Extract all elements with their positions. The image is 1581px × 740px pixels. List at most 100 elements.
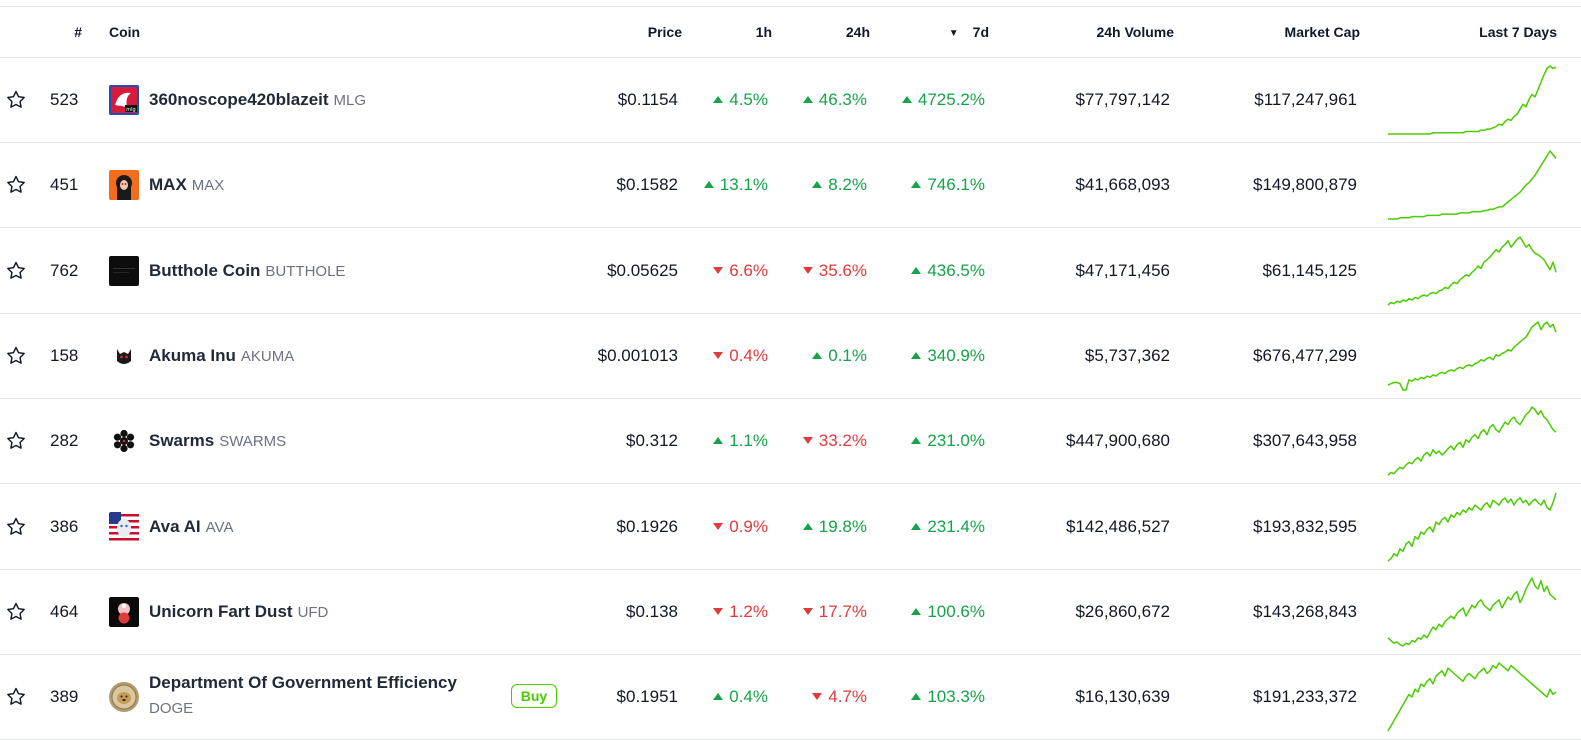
star-icon[interactable]: [5, 345, 27, 367]
sparkline-line: [1387, 662, 1557, 732]
sparkline-chart[interactable]: [1386, 318, 1558, 393]
change-7d-cell: 436.5%: [880, 228, 985, 313]
sparkline-chart[interactable]: [1386, 233, 1558, 308]
change-value: 103.3%: [927, 687, 985, 707]
max-logo-icon[interactable]: [109, 170, 139, 201]
change-24h-cell: 46.3%: [780, 57, 867, 142]
coin-symbol: DOGE: [149, 700, 194, 718]
header-coin[interactable]: Coin: [109, 24, 141, 40]
table-row-butthole[interactable]: 762 Butthole Coin BUTTHOLE $0.05625 6.6% …: [0, 228, 1581, 314]
star-icon[interactable]: [5, 516, 27, 538]
coin-name: Unicorn Fart Dust: [149, 601, 293, 621]
coin-symbol: BUTTHOLE: [265, 262, 346, 280]
header-24h-volume[interactable]: 24h Volume: [1096, 24, 1174, 40]
doge-logo-icon[interactable]: [109, 682, 139, 713]
sparkline-chart[interactable]: [1386, 489, 1558, 564]
header-price[interactable]: Price: [647, 24, 682, 40]
change-value: 8.2%: [828, 175, 867, 195]
ufd-logo-icon[interactable]: [109, 596, 139, 627]
change-value: 231.4%: [927, 516, 985, 536]
change-7d-cell: 103.3%: [880, 654, 985, 739]
change-value: 0.9%: [729, 516, 768, 536]
change-value: 0.1%: [828, 345, 867, 365]
star-icon[interactable]: [5, 260, 27, 282]
header-market-cap[interactable]: Market Cap: [1284, 24, 1360, 40]
coin-name-link[interactable]: 360noscope420blazeit MLG: [149, 57, 366, 142]
table-row-akuma[interactable]: 158 Akuma Inu AKUMA $0.001013 0.4% 0.1% 3…: [0, 313, 1581, 399]
table-row-swarms[interactable]: 282 Swarms SWARMS $0.312 1.1% 33.2% 231.0…: [0, 398, 1581, 485]
akuma-logo-icon[interactable]: [109, 340, 139, 371]
rank-cell: 386: [50, 516, 79, 536]
caret-up-icon: [812, 181, 823, 189]
sparkline-line: [1387, 577, 1557, 647]
sparkline-chart[interactable]: [1386, 574, 1558, 649]
coin-name-link[interactable]: Akuma Inu AKUMA: [149, 313, 294, 398]
mlg-logo-icon[interactable]: mlg: [109, 85, 139, 115]
change-value: 35.6%: [818, 260, 867, 280]
market-cap-cell: $307,643,958: [1253, 431, 1357, 451]
change-24h-cell: 0.1%: [780, 313, 867, 398]
change-1h-cell: 0.9%: [690, 484, 768, 569]
coin-name-link[interactable]: Ava AI AVA: [149, 484, 233, 569]
sparkline-chart[interactable]: [1386, 147, 1558, 222]
star-icon[interactable]: [5, 686, 27, 708]
table-row-ufd[interactable]: 464 Unicorn Fart Dust UFD $0.138 1.2% 17.…: [0, 569, 1581, 655]
coin-name-link[interactable]: Swarms SWARMS: [149, 398, 286, 483]
change-value: 13.1%: [719, 175, 768, 195]
header-7d[interactable]: ▼ 7d: [880, 7, 989, 57]
caret-up-icon: [901, 96, 912, 103]
change-1h-cell: 4.5%: [690, 57, 768, 142]
rank-cell: 464: [50, 601, 79, 621]
sparkline-line: [1388, 65, 1557, 135]
change-24h-cell: 33.2%: [780, 398, 867, 483]
change-value: 4725.2%: [917, 90, 985, 109]
market-cap-cell: $117,247,961: [1254, 90, 1357, 109]
coin-symbol: MLG: [333, 92, 367, 109]
header-rank[interactable]: #: [74, 24, 82, 40]
table-row-ava[interactable]: 386 Ava AI AVA $0.1926 0.9% 19.8% 231.4% …: [0, 484, 1581, 570]
swarms-logo-icon[interactable]: [109, 426, 139, 457]
caret-down-icon: [713, 266, 724, 274]
butthole-logo-icon[interactable]: [109, 255, 139, 286]
price-cell: $0.1154: [617, 90, 678, 109]
coin-name: Ava AI: [149, 516, 201, 536]
header-1h[interactable]: 1h: [755, 24, 772, 40]
volume-cell: $26,860,672: [1075, 601, 1170, 621]
caret-up-icon: [911, 693, 922, 701]
coin-name-link[interactable]: MAX MAX: [149, 142, 224, 227]
table-row-max[interactable]: 451 MAX MAX $0.1582 13.1% 8.2% 746.1% $41…: [0, 142, 1581, 229]
change-value: 4.5%: [729, 90, 768, 109]
star-icon[interactable]: [5, 89, 27, 111]
market-cap-cell: $193,832,595: [1253, 516, 1357, 536]
change-1h-cell: 1.1%: [690, 398, 768, 483]
table-header: # Coin Price 1h 24h ▼ 7d 24h Volume Marke…: [0, 7, 1581, 58]
caret-down-icon: [802, 437, 813, 445]
caret-up-icon: [911, 522, 922, 530]
buy-button[interactable]: Buy: [511, 684, 557, 709]
coin-symbol: UFD: [297, 603, 329, 621]
coin-name-link[interactable]: Unicorn Fart Dust UFD: [149, 569, 328, 654]
coin-symbol: MAX: [191, 177, 225, 195]
sparkline-line: [1387, 406, 1557, 476]
star-icon[interactable]: [5, 601, 27, 623]
sparkline-chart[interactable]: [1386, 403, 1558, 478]
change-24h-cell: 35.6%: [780, 228, 867, 313]
caret-up-icon: [802, 96, 813, 103]
table-row-mlg[interactable]: 523 mlg 360noscope420blazeit MLG $0.1154 …: [0, 57, 1581, 143]
caret-down-icon: [713, 522, 724, 530]
caret-down-icon: [812, 693, 823, 701]
star-icon[interactable]: [5, 430, 27, 452]
change-24h-cell: 4.7%: [780, 654, 867, 739]
sparkline-chart[interactable]: [1386, 62, 1558, 137]
change-value: 100.6%: [927, 601, 985, 621]
coin-name: Butthole Coin: [149, 260, 261, 280]
rank-cell: 762: [50, 260, 79, 280]
coin-name-link[interactable]: Butthole Coin BUTTHOLE: [149, 228, 345, 313]
sparkline-chart[interactable]: [1386, 659, 1558, 734]
star-icon[interactable]: [5, 174, 27, 196]
caret-up-icon: [713, 693, 724, 701]
header-24h[interactable]: 24h: [845, 24, 870, 40]
table-row-doge[interactable]: 389 Department Of Government Efficiency D…: [0, 654, 1581, 740]
top-border: [0, 6, 1581, 7]
ava-logo-icon[interactable]: [109, 511, 139, 542]
